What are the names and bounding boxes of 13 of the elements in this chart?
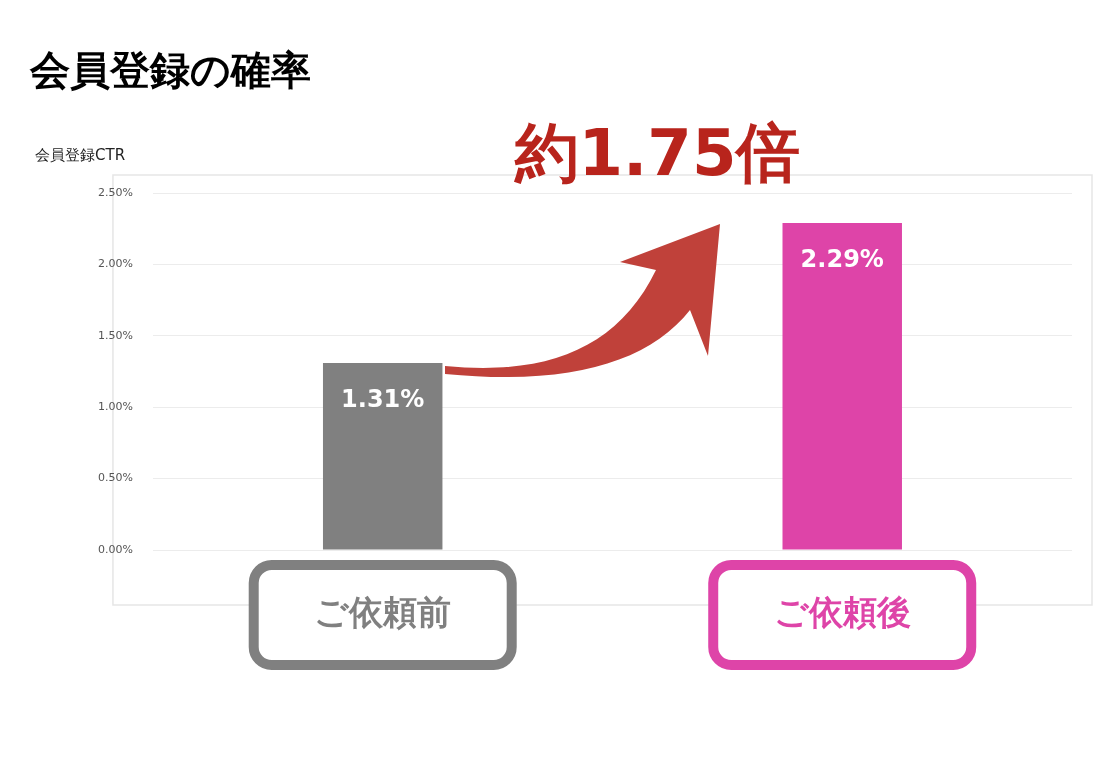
x-tick-label: ご依頼前 [314, 591, 452, 632]
y-tick-label: 0.00% [97, 542, 133, 556]
y-tick-label: 1.50% [97, 328, 133, 342]
y-tick-label: 2.00% [97, 257, 133, 271]
y-tick-label: 0.50% [97, 471, 133, 485]
chart-title: 会員登録の確率 [29, 47, 311, 94]
y-tick-label: 2.50% [97, 185, 133, 199]
data-label: 2.29% [800, 245, 884, 274]
y-tick-label: 1.00% [97, 400, 133, 414]
text: 約1.75倍 [512, 115, 801, 190]
y-axis-title: 会員登録CTR [35, 145, 126, 164]
x-tick-label: ご依頼後 [773, 591, 911, 632]
data-label: 1.31% [341, 385, 425, 414]
